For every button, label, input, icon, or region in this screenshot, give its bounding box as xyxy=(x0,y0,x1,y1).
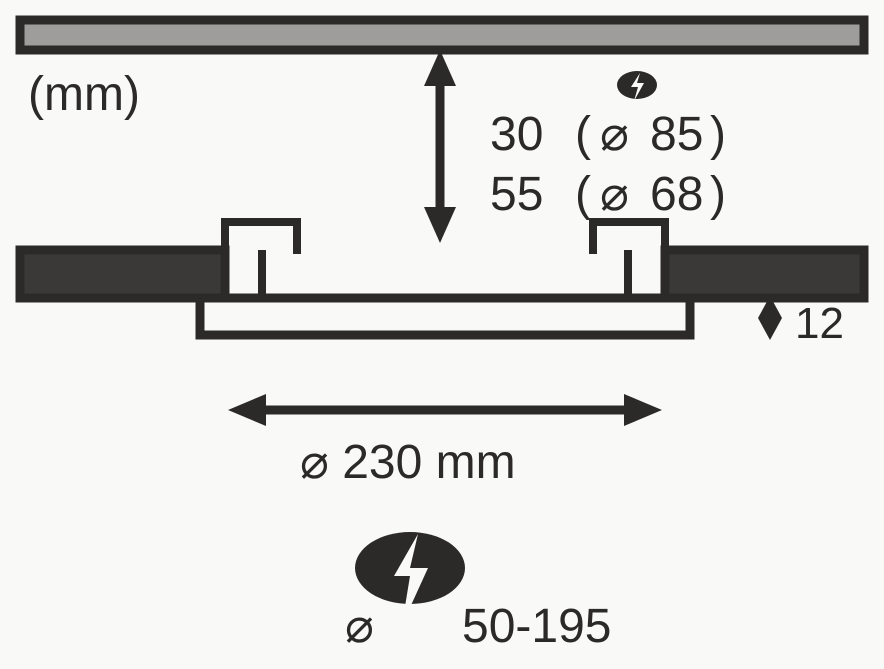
clip-right xyxy=(593,222,665,254)
dimension-diagram: (mm) 30 ( ⌀ 85 ) 55 ( ⌀ 68 ) xyxy=(0,0,884,669)
cutout-diameter-symbol: ⌀ xyxy=(345,600,374,653)
vertical-clearance-dim xyxy=(424,50,456,243)
unit-label: (mm) xyxy=(28,68,140,121)
clearance-row-1: 30 ( ⌀ 85 ) xyxy=(490,71,726,161)
panel-body xyxy=(200,298,690,335)
paren-open-2: ( xyxy=(575,168,591,221)
clearance-value-1: 30 xyxy=(490,108,543,161)
panel-height-dim: 12 xyxy=(758,296,844,348)
panel-width-dim: ⌀ 230 mm xyxy=(228,394,662,489)
clearance-value-2: 55 xyxy=(490,168,543,221)
clip-left xyxy=(225,222,297,254)
diameter-symbol-1: ⌀ xyxy=(600,108,629,161)
panel-height-value: 12 xyxy=(795,299,844,348)
paren-close-1: ) xyxy=(710,108,726,161)
ceiling-section-left xyxy=(20,250,225,298)
cutout-range: 50-195 xyxy=(462,600,611,653)
bolt-icon-small xyxy=(617,71,657,101)
clearance-diam-2: 68 xyxy=(650,168,703,221)
panel-width-label: ⌀ 230 mm xyxy=(300,436,516,489)
ceiling-section-right xyxy=(665,250,864,298)
clearance-diam-1: 85 xyxy=(650,108,703,161)
paren-open-1: ( xyxy=(575,108,591,161)
ceiling-bar xyxy=(20,20,864,50)
paren-close-2: ) xyxy=(710,168,726,221)
cutout-spec: ⌀ 50-195 xyxy=(345,532,611,653)
diameter-symbol-2: ⌀ xyxy=(600,168,629,221)
clearance-row-2: 55 ( ⌀ 68 ) xyxy=(490,168,726,221)
